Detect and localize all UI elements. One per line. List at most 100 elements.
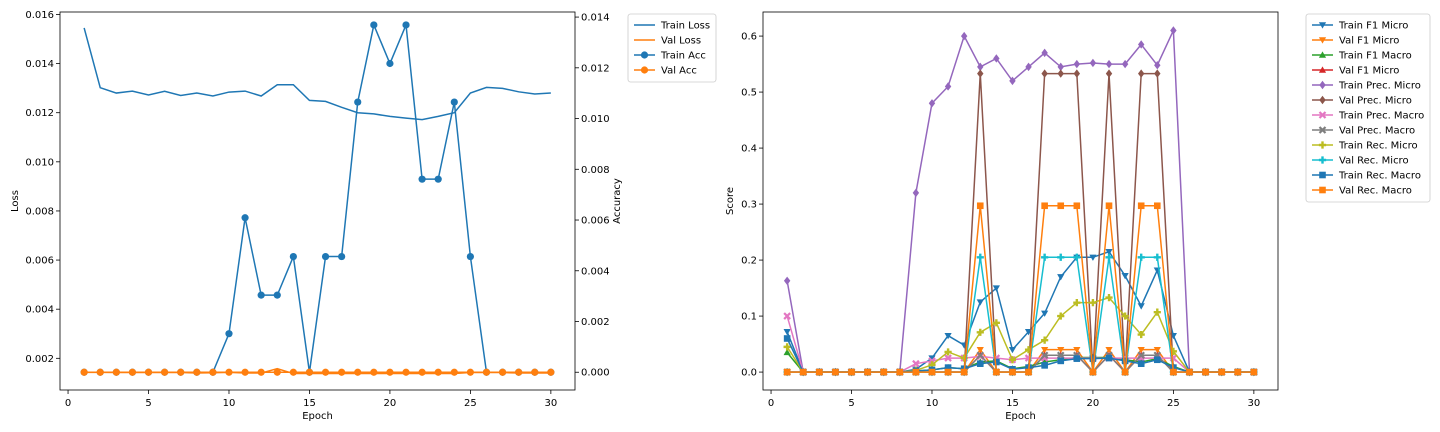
data-point [1218, 368, 1225, 376]
data-point [354, 368, 362, 376]
data-point [783, 335, 791, 342]
x-tick-label: 5 [145, 398, 151, 409]
data-point [944, 354, 952, 362]
data-point [1170, 368, 1177, 376]
data-point [1057, 274, 1065, 281]
series-group [783, 26, 1258, 377]
legend-item: Train Rec. Macro [1312, 171, 1421, 182]
data-point [1153, 253, 1161, 261]
data-point [241, 214, 249, 222]
data-point [1073, 69, 1081, 78]
data-point [976, 360, 984, 367]
legend-marker [1319, 80, 1326, 90]
y-tick-label: 0.1 [741, 312, 757, 323]
data-point [1057, 357, 1065, 365]
data-point [944, 82, 952, 91]
data-point [273, 368, 281, 376]
data-point [418, 175, 426, 183]
data-point [977, 62, 984, 72]
data-point [1073, 355, 1081, 362]
data-point [993, 54, 1000, 63]
x-tick-label: 15 [1006, 398, 1019, 409]
data-point [1056, 351, 1065, 360]
data-point [338, 252, 346, 261]
legend-label: Val Prec. Micro [1339, 96, 1412, 107]
y-tick-label: 0.0 [741, 368, 757, 379]
legend-item: Val Loss [634, 36, 701, 47]
legend-marker [1319, 95, 1326, 105]
legend-marker [1318, 22, 1327, 29]
data-point [1008, 356, 1017, 364]
legend: Train F1 Micro Val F1 Micro Train F1 Macro… [1305, 13, 1431, 203]
y-tick-label: 0.5 [741, 88, 757, 99]
data-point [944, 332, 952, 340]
legend-item: Val Acc [634, 66, 697, 77]
data-point [1073, 299, 1081, 307]
data-point [466, 368, 474, 376]
data-point [450, 368, 458, 376]
data-point [482, 368, 491, 376]
x-tick-label: 20 [1087, 398, 1100, 409]
data-point [1154, 69, 1161, 78]
data-point [992, 319, 1000, 327]
data-point [370, 21, 378, 29]
data-point [1089, 368, 1097, 376]
series-val-acc [80, 368, 555, 376]
legend-label: Val Loss [661, 36, 701, 47]
data-point [402, 21, 410, 29]
data-point [1041, 336, 1049, 344]
data-point [993, 368, 1000, 376]
legend-item: Val Prec. Micro [1312, 96, 1412, 107]
data-point [976, 253, 984, 261]
data-point [1202, 368, 1209, 376]
legend-label: Train Prec. Macro [1338, 111, 1424, 122]
data-point [305, 368, 314, 376]
series-line [787, 72, 1254, 373]
data-point [1041, 253, 1049, 261]
data-point [1041, 346, 1049, 354]
data-point [1025, 62, 1032, 72]
x-tick-label: 5 [848, 398, 854, 409]
data-point [209, 368, 217, 376]
data-point [241, 368, 249, 376]
data-point [1025, 368, 1032, 376]
data-point [1186, 368, 1193, 376]
y2-axis-label: Accuracy [612, 178, 623, 224]
data-point [1105, 294, 1113, 302]
data-point [225, 368, 233, 376]
data-point [928, 368, 936, 376]
data-point [976, 351, 985, 360]
data-point [1057, 202, 1065, 210]
series-line [787, 205, 1254, 373]
legend-marker [1318, 51, 1327, 58]
data-point [1250, 368, 1258, 376]
data-point [944, 368, 952, 376]
data-point [434, 175, 442, 183]
data-point [1105, 354, 1113, 362]
y2-tick-label: 0.004 [581, 266, 610, 277]
legend-label: Val Rec. Micro [1339, 156, 1409, 167]
data-point [960, 31, 968, 41]
data-point [1105, 59, 1113, 69]
legend-marker [1319, 186, 1326, 194]
legend-box [627, 13, 717, 83]
x-tick-label: 30 [544, 398, 557, 409]
data-point [1009, 76, 1016, 86]
legend-label: Train Acc [660, 51, 706, 62]
legend-item: Train Rec. Micro [1312, 141, 1418, 152]
data-point [338, 368, 346, 376]
legend-marker [1318, 111, 1327, 119]
data-point [1057, 346, 1065, 354]
legend-item: Val F1 Micro [1312, 36, 1399, 47]
data-point [354, 98, 362, 106]
data-point [816, 368, 823, 376]
data-point [1137, 330, 1145, 339]
series-val-prec-micro [783, 69, 1258, 377]
data-point [257, 291, 265, 299]
data-point [257, 368, 265, 376]
legend-label: Val Prec. Macro [1339, 126, 1415, 137]
y2-tick-label: 0.012 [581, 63, 610, 74]
data-point [1057, 62, 1064, 72]
data-point [96, 368, 104, 376]
